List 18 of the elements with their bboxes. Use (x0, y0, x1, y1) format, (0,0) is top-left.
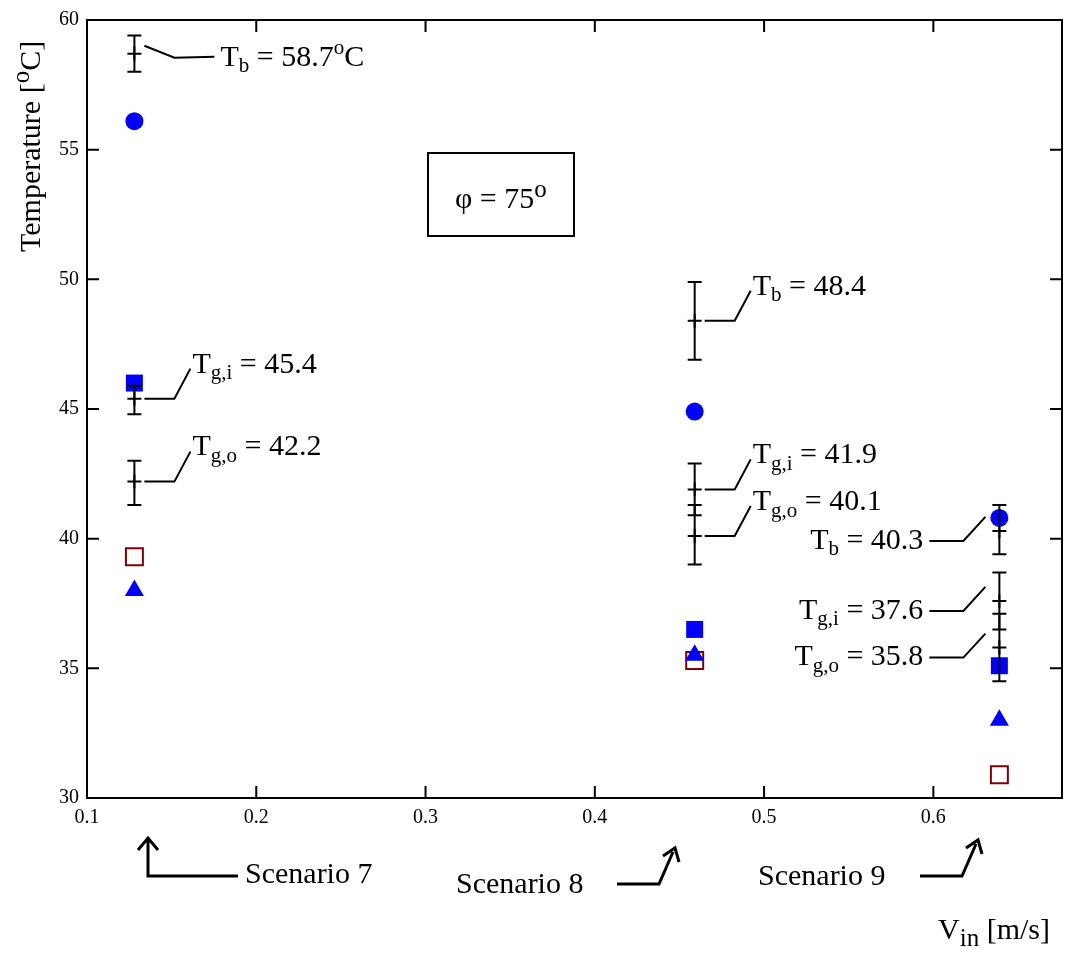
x-tick-label: 0.2 (243, 805, 269, 828)
text: Scenario 9 (758, 858, 886, 891)
x-tick-label: 0.3 (413, 805, 439, 828)
x-tick-label: 0.4 (582, 805, 608, 828)
y-tick-label: 45 (59, 396, 79, 419)
annotation: φ = 75$^{o}$ (427, 152, 575, 237)
text: Scenario 8 (456, 866, 584, 899)
y-tick-label: 55 (59, 136, 79, 159)
x-tick-label: 0.6 (920, 805, 946, 828)
y-tick-label: 50 (59, 266, 79, 289)
y-tick-label: 30 (59, 785, 79, 808)
x-tick-label: 0.1 (74, 805, 100, 828)
x-tick-label: 0.5 (751, 805, 777, 828)
y-tick-label: 60 (59, 7, 79, 30)
x-axis-title: V$_{in}$ [m/s] (938, 912, 1050, 951)
y-tick-label: 40 (59, 525, 79, 548)
text: Scenario 7 (245, 856, 373, 889)
y-tick-label: 35 (59, 655, 79, 678)
